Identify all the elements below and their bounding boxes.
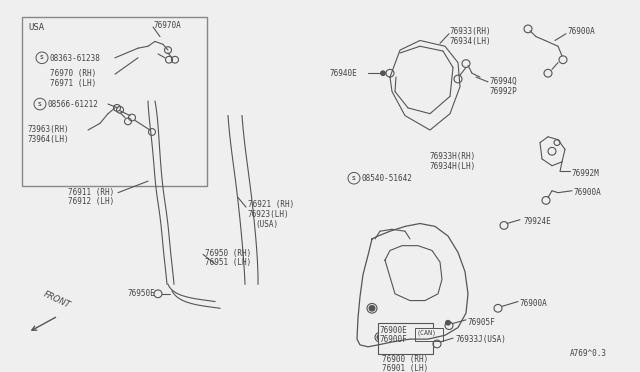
Text: 76933H(RH): 76933H(RH): [430, 152, 476, 161]
Circle shape: [376, 334, 383, 340]
Text: 08540-51642: 08540-51642: [362, 174, 413, 183]
Text: 76934H(LH): 76934H(LH): [430, 162, 476, 171]
Text: 76970A: 76970A: [154, 21, 182, 30]
Text: 76900E: 76900E: [380, 326, 408, 335]
Circle shape: [380, 70, 386, 76]
Text: 76900A: 76900A: [574, 188, 602, 197]
Text: 76971 (LH): 76971 (LH): [50, 79, 96, 88]
Circle shape: [445, 320, 451, 326]
Text: 08566-61212: 08566-61212: [48, 100, 99, 109]
Text: 76934(LH): 76934(LH): [450, 36, 492, 46]
Circle shape: [432, 332, 438, 338]
Bar: [22, 17, 207, 186]
Text: 76992P: 76992P: [490, 87, 518, 96]
Text: 79924E: 79924E: [523, 217, 551, 226]
Text: 76900F: 76900F: [380, 335, 408, 344]
Text: 76921 (RH): 76921 (RH): [248, 201, 294, 209]
Bar: [415, 328, 443, 341]
Text: (CAN): (CAN): [417, 330, 437, 336]
Text: A769^0.3: A769^0.3: [570, 349, 607, 358]
Text: 76905F: 76905F: [468, 318, 496, 327]
Text: 76901 (LH): 76901 (LH): [382, 364, 428, 372]
Text: 76911 (RH): 76911 (RH): [68, 188, 115, 197]
Text: 76900A: 76900A: [568, 27, 596, 36]
Text: 76933(RH): 76933(RH): [450, 27, 492, 36]
Text: FRONT: FRONT: [42, 290, 72, 310]
Text: 73964(LH): 73964(LH): [28, 135, 70, 144]
Text: S: S: [352, 176, 356, 181]
Text: 76951 (LH): 76951 (LH): [205, 258, 252, 267]
Text: 76994Q: 76994Q: [490, 77, 518, 86]
Text: 76912 (LH): 76912 (LH): [68, 198, 115, 206]
Text: S: S: [38, 102, 42, 106]
Text: S: S: [40, 55, 44, 60]
Text: 76970 (RH): 76970 (RH): [50, 69, 96, 78]
Text: 76950 (RH): 76950 (RH): [205, 248, 252, 257]
Text: 76950E: 76950E: [128, 289, 156, 298]
Text: 76940E: 76940E: [330, 69, 358, 78]
Text: 08363-61238: 08363-61238: [50, 54, 101, 63]
Text: 76992M: 76992M: [572, 169, 600, 177]
Text: 76933J(USA): 76933J(USA): [455, 335, 506, 344]
Bar: [378, 323, 433, 353]
Text: 76900A: 76900A: [520, 299, 548, 308]
Text: (USA): (USA): [255, 219, 278, 229]
Circle shape: [369, 305, 376, 312]
Text: USA: USA: [28, 23, 44, 32]
Circle shape: [408, 339, 415, 345]
Text: 76923(LH): 76923(LH): [248, 210, 290, 219]
Text: 73963(RH): 73963(RH): [28, 125, 70, 134]
Text: 76900 (RH): 76900 (RH): [382, 355, 428, 363]
